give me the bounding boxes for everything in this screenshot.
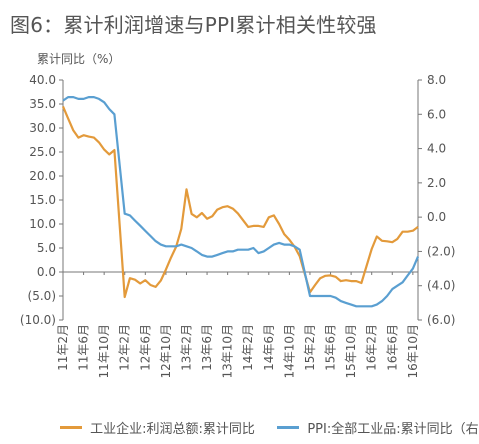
- x-tick-label: 14年10月: [282, 324, 296, 379]
- x-tick-label: 12年10月: [159, 324, 173, 379]
- left-tick-label: (5.0): [28, 289, 56, 303]
- left-tick-label: (10.0): [20, 313, 56, 327]
- right-tick-label: (4.0): [427, 279, 455, 293]
- right-tick-label: 8.0: [427, 73, 446, 87]
- left-tick-label: 35.0: [29, 97, 56, 111]
- right-tick-label: (6.0): [427, 313, 455, 327]
- x-tick-label: 15年2月: [303, 324, 317, 371]
- right-tick-label: 0.0: [427, 210, 446, 224]
- x-tick-label: 14年2月: [241, 324, 255, 371]
- left-tick-label: 30.0: [29, 121, 56, 135]
- x-tick-label: 12年2月: [118, 324, 132, 371]
- x-tick-label: 16年6月: [385, 324, 399, 371]
- ppi-line: [62, 95, 420, 308]
- left-tick-label: 40.0: [29, 73, 56, 87]
- right-tick-label: 6.0: [427, 107, 446, 121]
- x-tick-label: 16年2月: [365, 324, 379, 371]
- left-tick-label: 20.0: [29, 169, 56, 183]
- chart-title: 图6：累计利润增速与PPI累计相关性较强: [10, 13, 377, 37]
- legend-label-profit: 工业企业:利润总额:累计同比: [90, 422, 255, 437]
- x-tick-label: 13年6月: [200, 324, 214, 371]
- legend-label-ppi: PPI:全部工业品:累计同比（右）: [307, 422, 479, 437]
- left-tick-label: 5.0: [37, 241, 56, 255]
- left-tick-label: 0.0: [37, 265, 56, 279]
- x-tick-label: 12年6月: [138, 324, 152, 371]
- profit-growth-line: [61, 105, 419, 299]
- x-tick-label: 13年2月: [179, 324, 193, 371]
- legend-swatch-profit: [60, 426, 82, 429]
- x-tick-label: 11年2月: [56, 324, 70, 371]
- y-axis-label: 累计同比（%）: [37, 52, 121, 66]
- right-tick-label: 4.0: [427, 142, 446, 156]
- legend: 工业企业:利润总额:累计同比 PPI:全部工业品:累计同比（右）: [60, 418, 479, 437]
- right-tick-label: (2.0): [427, 244, 455, 258]
- x-tick-label: 16年10月: [406, 324, 420, 379]
- x-tick-label: 11年6月: [77, 324, 91, 371]
- x-tick-label: 13年10月: [221, 324, 235, 379]
- left-tick-label: 25.0: [29, 145, 56, 159]
- x-tick-label: 11年10月: [97, 324, 111, 379]
- x-tick-label: 14年6月: [262, 324, 276, 371]
- right-tick-label: 2.0: [427, 176, 446, 190]
- left-tick-label: 10.0: [29, 217, 56, 231]
- legend-swatch-ppi: [277, 426, 300, 429]
- left-tick-label: 15.0: [29, 193, 56, 207]
- x-tick-label: 15年10月: [344, 324, 358, 379]
- x-tick-label: 15年6月: [324, 324, 338, 371]
